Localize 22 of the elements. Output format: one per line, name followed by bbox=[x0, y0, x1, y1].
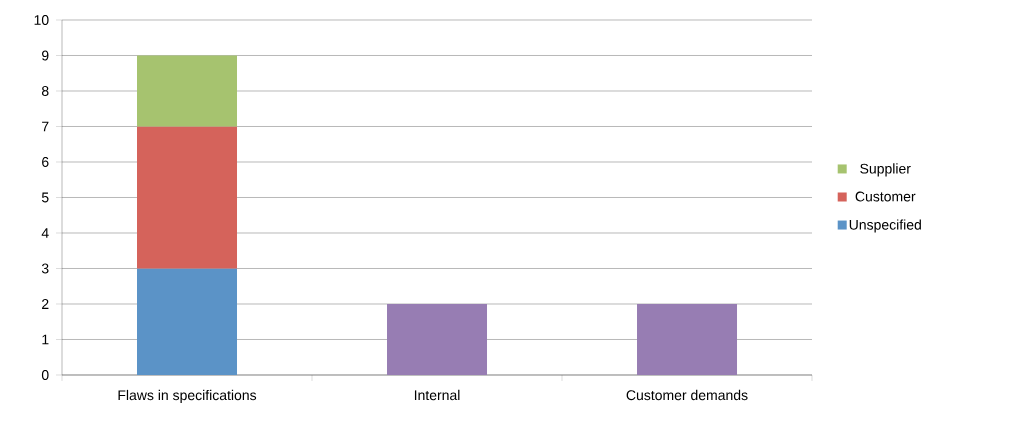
x-tick-label: Flaws in specifications bbox=[118, 389, 257, 403]
bar bbox=[137, 126, 238, 269]
y-tick-label: 8 bbox=[41, 86, 49, 96]
bar bbox=[137, 55, 238, 127]
y-tick-label: 1 bbox=[42, 334, 49, 345]
x-tick-label: Internal bbox=[414, 389, 460, 401]
y-tick-label: 4 bbox=[41, 228, 49, 238]
y-tick-label: 9 bbox=[42, 50, 49, 61]
y-tick-label: 2 bbox=[42, 299, 49, 309]
x-tick-label: Customer demands bbox=[626, 389, 748, 401]
bar bbox=[637, 304, 738, 375]
bar bbox=[137, 268, 238, 375]
legend-label: Unspecified bbox=[849, 219, 921, 233]
y-tick-label: 3 bbox=[41, 263, 49, 274]
y-tick-label: 6 bbox=[42, 157, 49, 167]
legend-label: Supplier bbox=[860, 163, 911, 177]
y-tick-label: 0 bbox=[41, 370, 49, 380]
bar bbox=[387, 304, 488, 375]
legend-label: Customer bbox=[855, 191, 916, 202]
y-tick-label: 10 bbox=[34, 15, 49, 25]
y-tick-label: 5 bbox=[41, 192, 49, 203]
y-tick-label: 7 bbox=[42, 121, 49, 132]
